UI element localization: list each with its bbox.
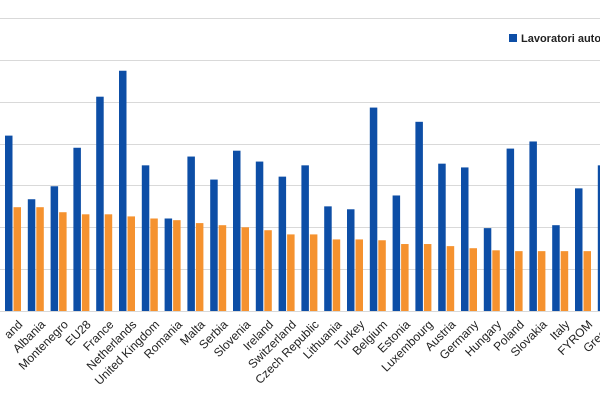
bar [127, 216, 135, 311]
bar [218, 225, 227, 311]
bar [423, 244, 432, 311]
bar [309, 234, 318, 311]
bar [461, 167, 469, 311]
bar [347, 209, 355, 311]
bar [173, 220, 181, 311]
bar [36, 207, 44, 311]
bar [415, 121, 423, 311]
bar [369, 107, 378, 312]
legend-swatch [509, 34, 517, 42]
bar [255, 161, 264, 311]
bar [27, 199, 36, 311]
bar [560, 251, 569, 311]
bar [119, 70, 127, 312]
bar [195, 223, 204, 311]
bar [50, 186, 59, 311]
bar [324, 206, 332, 311]
bar [73, 147, 81, 311]
bar [241, 227, 249, 311]
bar [446, 246, 455, 311]
bar [332, 239, 341, 311]
bar [529, 141, 537, 311]
bar [278, 176, 287, 311]
bar [506, 148, 515, 311]
bar [438, 163, 446, 311]
bar [492, 250, 500, 311]
bar [301, 165, 309, 311]
bar [5, 135, 13, 311]
bar [81, 214, 90, 311]
bar [483, 228, 492, 311]
bar [355, 239, 363, 311]
bar [515, 251, 523, 311]
bar [210, 179, 218, 311]
bar [378, 240, 386, 311]
legend-label: Lavoratori autonomi [521, 33, 600, 45]
bar [59, 212, 67, 311]
bar [552, 225, 560, 311]
bar [13, 207, 21, 311]
bar [401, 244, 409, 311]
bar [150, 218, 158, 311]
bar [264, 230, 272, 311]
bar [392, 195, 401, 311]
bar [233, 150, 241, 311]
bar [96, 96, 104, 311]
bar [575, 188, 583, 311]
bar [537, 251, 546, 311]
bar [187, 156, 195, 311]
bar [141, 165, 150, 311]
bar [469, 248, 477, 311]
bar [287, 234, 295, 311]
bar [583, 251, 591, 311]
bar [164, 218, 173, 311]
bar [104, 214, 113, 311]
bar [597, 165, 600, 311]
